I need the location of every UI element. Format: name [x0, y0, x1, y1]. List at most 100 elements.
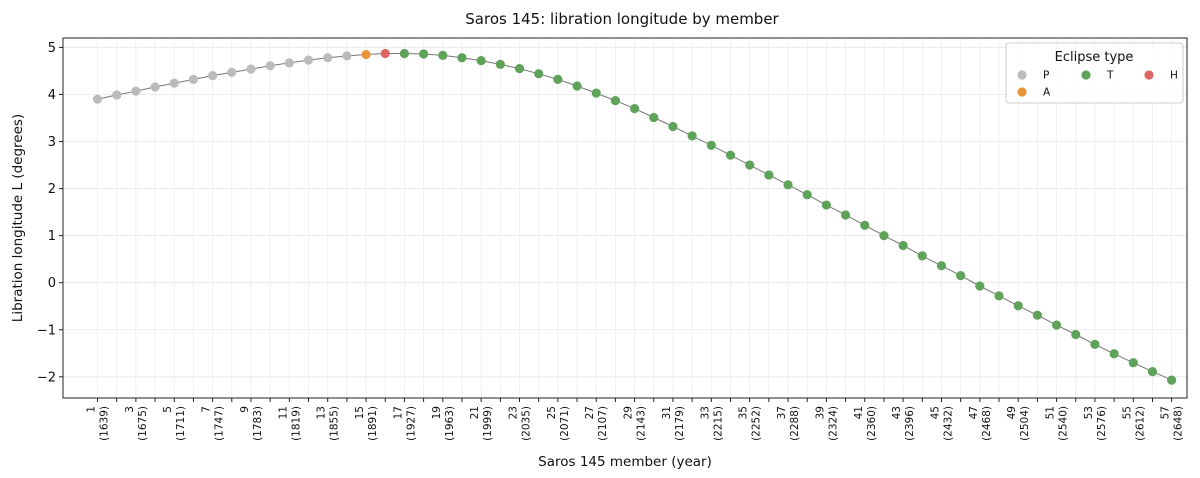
data-point-T [610, 95, 621, 106]
data-points [92, 48, 1177, 385]
x-tick-label: 49(2504) [1006, 406, 1031, 441]
data-point-P [265, 61, 275, 71]
x-tick-label: 27(2107) [584, 406, 609, 441]
data-point-T [1013, 301, 1023, 311]
data-point-T [1128, 358, 1138, 368]
data-point-T [438, 50, 448, 61]
x-tick-label: 3(1675) [124, 406, 149, 441]
x-tick-label: 1(1639) [86, 406, 111, 441]
data-point-T [495, 59, 505, 69]
legend-marker [1017, 87, 1027, 97]
x-tick-label: 41(2360) [853, 406, 878, 441]
y-tick-label: 5 [48, 41, 56, 56]
data-point-T [534, 69, 544, 79]
data-point-P [112, 90, 122, 100]
x-tick-label: 39(2324) [814, 406, 839, 441]
data-point-T [879, 231, 889, 241]
data-point-P [169, 78, 179, 88]
data-point-T [783, 180, 793, 190]
data-point-T [840, 210, 851, 220]
grid [63, 38, 1187, 398]
x-tick-label: 25(2071) [546, 406, 571, 441]
data-point-A [361, 49, 371, 60]
x-tick-label: 29(2143) [623, 406, 648, 441]
data-point-T [476, 55, 486, 66]
x-tick-label: 7(1747) [201, 406, 226, 441]
data-point-P [323, 53, 333, 63]
data-point-T [419, 49, 429, 59]
data-point-T [687, 131, 697, 141]
data-point-T [1051, 320, 1062, 330]
y-tick-label: 4 [48, 88, 56, 103]
x-tick-label: 11(1819) [277, 406, 302, 441]
legend-box [1005, 42, 1184, 104]
x-tick-label: 53(2576) [1083, 406, 1108, 441]
y-axis: −2 −1 0 1 2 3 4 5 [37, 41, 63, 385]
x-tick-label: 47(2468) [968, 406, 993, 441]
data-point-T [1167, 375, 1177, 385]
data-point-T [457, 53, 467, 63]
legend-label: H [1170, 70, 1178, 82]
plot-frame [62, 37, 1188, 399]
data-point-P [246, 64, 256, 74]
data-point-P [92, 94, 103, 104]
data-point-T [668, 121, 678, 132]
data-point-T [764, 170, 774, 180]
x-tick-label: 33(2215) [699, 406, 724, 441]
x-axis-label: Saros 145 member (year) [538, 454, 712, 470]
data-point-P [303, 55, 314, 65]
data-point-T [936, 261, 947, 271]
data-point-T [917, 251, 927, 261]
data-point-P [208, 71, 218, 81]
x-tick-label: 19(1963) [431, 406, 456, 441]
data-point-T [975, 281, 985, 291]
y-tick-label: 1 [48, 229, 56, 244]
data-point-T [1071, 329, 1081, 340]
legend-marker [1017, 70, 1027, 80]
x-tick-label: 21(1999) [469, 406, 494, 441]
data-point-T [514, 63, 525, 74]
data-point-T [802, 190, 812, 200]
data-point-T [572, 81, 582, 91]
x-tick-label: 55(2612) [1121, 406, 1146, 441]
data-point-T [1032, 310, 1042, 320]
data-point-H [380, 48, 390, 59]
data-point-P [342, 51, 352, 61]
x-tick-label: 35(2252) [738, 406, 763, 441]
x-tick-label: 23(2035) [508, 406, 533, 441]
data-point-T [553, 74, 563, 85]
data-point-P [227, 67, 237, 77]
x-tick-label: 31(2179) [661, 406, 686, 441]
legend-marker [1144, 70, 1154, 80]
data-point-P [131, 86, 141, 96]
y-tick-label: 2 [48, 182, 56, 197]
x-tick-label: 17(1927) [392, 406, 417, 441]
data-point-T [725, 150, 736, 160]
data-point-T [629, 103, 640, 114]
y-tick-label: 0 [48, 276, 56, 291]
x-tick-label: 43(2396) [891, 406, 916, 441]
x-tick-label: 13(1855) [316, 406, 341, 441]
legend-label: A [1043, 87, 1051, 99]
legend-title: Eclipse type [1055, 50, 1134, 65]
data-point-P [150, 82, 160, 92]
data-point-T [898, 240, 908, 251]
x-tick-label: 37(2288) [776, 406, 801, 441]
data-point-T [649, 112, 659, 123]
data-point-T [956, 271, 966, 281]
y-tick-label: −1 [37, 323, 56, 338]
data-point-T [860, 220, 870, 230]
x-tick-label: 5(1711) [162, 406, 187, 441]
data-point-T [399, 48, 410, 59]
data-point-P [188, 74, 199, 85]
legend: Eclipse type P T H A [1005, 42, 1184, 104]
y-axis-label: Libration longitude L (degrees) [10, 114, 26, 322]
data-point-T [706, 140, 716, 150]
chart-title: Saros 145: libration longitude by member [465, 10, 779, 28]
legend-label: T [1106, 70, 1114, 82]
data-point-P [284, 58, 294, 68]
x-axis: 1(1639) 3(1675) 5(1711) 7(1747) 9(1783) 11(18… [86, 398, 1185, 441]
x-tick-label: 9(1783) [239, 406, 264, 441]
data-point-T [745, 160, 755, 170]
